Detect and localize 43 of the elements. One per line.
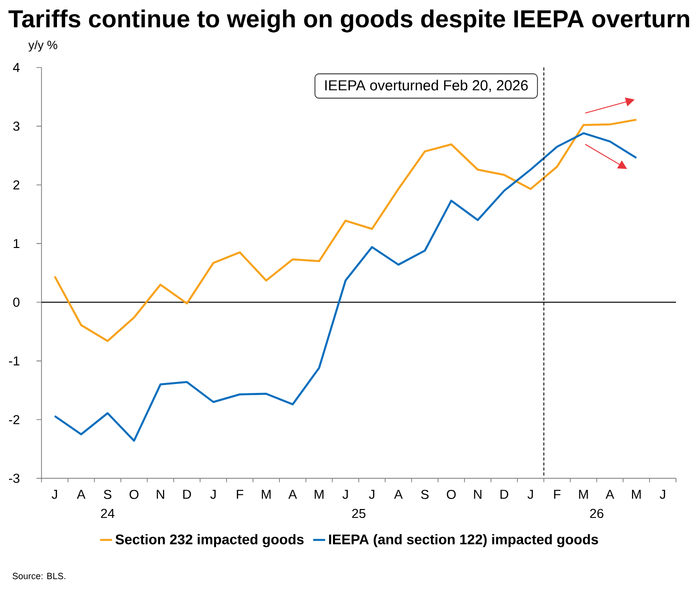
legend-label: Section 232 impacted goods: [116, 534, 304, 548]
text: 24: [101, 508, 114, 518]
x-tick-label: N: [474, 490, 482, 499]
x-tick-label: M: [632, 490, 641, 499]
x-tick-label: J: [210, 490, 216, 499]
x-tick-label: J: [528, 490, 533, 499]
y-tick-label: 2: [13, 180, 20, 190]
x-tick-label: M: [262, 490, 271, 499]
x-tick-label: S: [421, 490, 429, 500]
y-tick-label: 4: [13, 63, 20, 72]
y-tick-label: 0: [13, 298, 20, 307]
x-tick-label: M: [579, 490, 588, 499]
x-tick-label: D: [500, 490, 508, 499]
y-tick-label: -3: [8, 474, 20, 483]
x-tick-label: J: [660, 490, 666, 499]
x-tick-label: A: [394, 490, 403, 499]
x-tick-label: A: [606, 490, 614, 499]
x-tick-label: S: [104, 490, 112, 500]
x-tick-label: M: [314, 490, 324, 499]
chart-title: Tariffs continue to weigh on goods despite IEEPA overturn: [8, 10, 690, 32]
x-tick-label: N: [156, 490, 164, 499]
y-tick-label: 3: [13, 122, 20, 131]
y-tick-label: -2: [8, 415, 20, 424]
x-tick-label: F: [554, 490, 560, 499]
y-axis-title: y/y %: [28, 40, 58, 52]
legend-label: IEEPA (and section 122) impacted goods: [329, 534, 598, 548]
text: 26: [590, 508, 604, 518]
annotation: IEEPA overturned Feb 20, 2026: [325, 80, 528, 92]
text: 25: [352, 508, 366, 518]
y-tick-label: -1: [8, 356, 20, 366]
line-series: [54, 132, 638, 442]
x-tick-label: J: [52, 490, 58, 499]
x-tick-label: A: [288, 490, 297, 499]
y-tick-label: 1: [14, 239, 20, 248]
x-tick-label: J: [342, 490, 348, 499]
x-tick-label: O: [446, 490, 456, 500]
x-tick-label: O: [130, 490, 138, 500]
x-tick-label: A: [76, 490, 86, 499]
line-series: [54, 118, 638, 342]
source-note: Source: BLS.: [12, 572, 66, 580]
x-tick-label: D: [183, 490, 191, 499]
x-tick-label: F: [236, 490, 244, 499]
x-tick-label: J: [368, 490, 374, 499]
